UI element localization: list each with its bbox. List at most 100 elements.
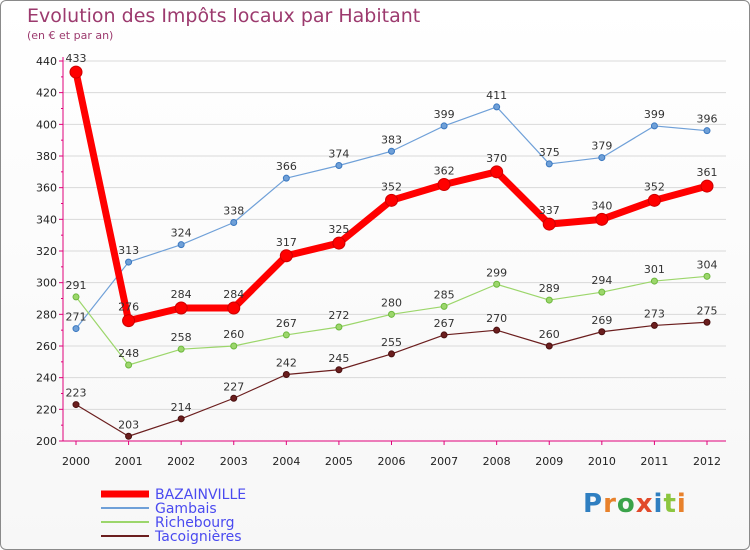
data-label: 267: [434, 317, 455, 330]
y-tick-label: 340: [36, 213, 57, 226]
data-label: 374: [328, 148, 349, 161]
data-label: 214: [171, 401, 192, 414]
data-label: 255: [381, 336, 402, 349]
data-label: 411: [486, 89, 507, 102]
data-label: 267: [276, 317, 297, 330]
data-point: [335, 162, 343, 169]
data-label: 276: [118, 301, 139, 314]
data-label: 396: [697, 113, 718, 126]
x-tick-label: 2003: [220, 455, 248, 468]
data-label: 399: [644, 108, 665, 121]
data-point: [545, 342, 553, 350]
data-point: [177, 345, 185, 353]
legend-label: Richebourg: [155, 515, 235, 531]
y-tick-label: 240: [36, 372, 57, 385]
x-tick-label: 2012: [693, 455, 721, 468]
data-label: 260: [539, 328, 560, 341]
x-tick-label: 2000: [62, 455, 90, 468]
data-point: [598, 288, 606, 296]
data-label: 275: [697, 304, 718, 317]
data-point: [703, 318, 711, 326]
data-point: [279, 249, 293, 263]
legend-label: Tacoignières: [154, 529, 242, 545]
data-point: [177, 241, 185, 249]
data-label: 324: [171, 227, 192, 240]
data-label: 337: [539, 204, 560, 217]
y-tick-label: 200: [36, 435, 57, 448]
data-label: 285: [434, 288, 455, 301]
data-label: 304: [697, 258, 718, 271]
data-point: [700, 179, 714, 193]
data-point: [282, 331, 290, 339]
data-point: [598, 154, 606, 162]
data-point: [230, 219, 238, 226]
x-tick-label: 2001: [115, 455, 143, 468]
data-label: 291: [66, 279, 87, 292]
proxiti-logo: Proxiti: [583, 489, 687, 519]
data-label: 361: [697, 166, 718, 179]
y-tick-label: 300: [36, 277, 57, 290]
data-label: 338: [223, 205, 244, 218]
data-point: [335, 323, 343, 331]
y-tick-label: 360: [36, 182, 57, 195]
y-tick-label: 280: [36, 308, 57, 321]
data-label: 270: [486, 312, 507, 325]
data-point: [282, 371, 290, 378]
data-point: [542, 217, 556, 231]
data-point: [332, 236, 346, 250]
data-label: 379: [591, 140, 612, 153]
data-point: [440, 302, 448, 310]
data-label: 289: [539, 282, 560, 295]
data-point: [388, 350, 395, 358]
legend-label: BAZAINVILLE: [155, 487, 246, 503]
x-tick-label: 2009: [535, 455, 563, 468]
data-point: [227, 301, 241, 315]
y-tick-label: 320: [36, 245, 57, 258]
data-point: [125, 361, 133, 369]
data-point: [650, 321, 658, 329]
data-label: 273: [644, 307, 665, 320]
data-label: 294: [591, 274, 612, 287]
data-point: [647, 193, 661, 207]
data-label: 227: [223, 380, 244, 393]
data-label: 260: [223, 328, 244, 341]
data-point: [703, 127, 711, 135]
y-tick-label: 260: [36, 340, 57, 353]
x-tick-label: 2004: [272, 455, 300, 468]
data-point: [595, 212, 609, 226]
data-point: [650, 122, 658, 130]
data-label: 313: [118, 244, 139, 257]
x-tick-label: 2008: [483, 455, 511, 468]
data-label: 280: [381, 296, 402, 309]
data-point: [545, 296, 553, 304]
chart-title: Evolution des Impôts locaux par Habitant: [27, 5, 421, 27]
data-point: [440, 331, 448, 339]
data-label: 271: [66, 311, 87, 324]
y-tick-label: 220: [36, 403, 57, 416]
data-label: 248: [118, 347, 139, 360]
data-point: [545, 160, 553, 168]
data-label: 366: [276, 160, 297, 173]
data-point: [125, 258, 133, 266]
chart-subtitle: (en € et par an): [27, 29, 114, 42]
data-point: [72, 293, 80, 301]
x-tick-label: 2002: [167, 455, 195, 468]
data-point: [385, 193, 398, 207]
data-label: 269: [591, 314, 612, 327]
data-label: 258: [171, 331, 192, 344]
data-label: 383: [381, 133, 402, 146]
y-tick-label: 380: [36, 150, 57, 163]
data-point: [69, 65, 83, 79]
data-label: 284: [223, 288, 244, 301]
data-label: 433: [66, 52, 87, 65]
data-label: 299: [486, 266, 507, 279]
data-label: 352: [644, 180, 665, 193]
x-tick-label: 2011: [640, 455, 668, 468]
data-point: [122, 314, 136, 328]
data-label: 399: [434, 108, 455, 121]
data-label: 301: [644, 263, 665, 276]
x-tick-label: 2007: [430, 455, 458, 468]
data-label: 362: [434, 165, 455, 178]
data-label: 245: [328, 352, 349, 365]
